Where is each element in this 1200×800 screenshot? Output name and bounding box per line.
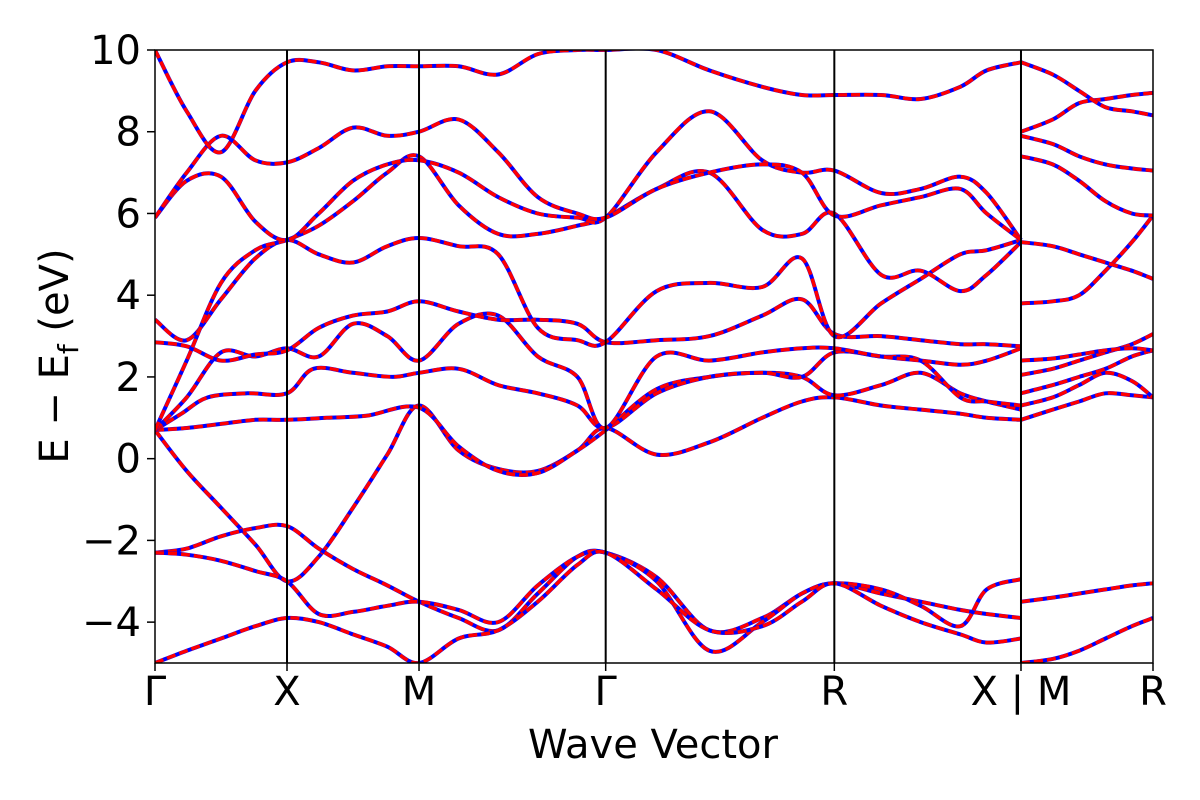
band-line-overlay: [155, 297, 1022, 363]
y-tick-label: 0: [116, 437, 141, 483]
y-tick-label: 2: [116, 355, 141, 401]
band-line-overlay: [155, 50, 1022, 154]
y-tick-label: 6: [116, 191, 141, 237]
x-tick-label: Γ: [144, 669, 167, 715]
y-tick-label: 8: [116, 110, 141, 156]
y-axis-ticks: 10 8 6 4 2 0 −2 −4: [82, 28, 155, 646]
x-tick-label: X: [273, 669, 300, 715]
band-line-overlay: [1020, 346, 1153, 363]
band-line-overlay: [1020, 134, 1153, 173]
y-tick-label: −2: [82, 518, 141, 564]
x-axis-ticks: Γ X M Γ R X | M R: [144, 663, 1167, 715]
plot-frame: [154, 49, 1154, 664]
band-line-overlay: [1020, 581, 1153, 604]
band-line-base: [1020, 240, 1153, 281]
x-tick-label: M: [402, 669, 437, 715]
y-tick-label: 10: [90, 28, 141, 74]
x-tick-label: X | M: [971, 669, 1072, 715]
y-axis-title-main: E − E: [32, 354, 78, 464]
band-line-base: [155, 370, 1022, 478]
band-line-base: [155, 548, 1022, 654]
y-axis-title-subscript: f: [52, 343, 85, 354]
y-axis-title-unit: (eV): [32, 248, 78, 344]
band-line-base: [155, 549, 1022, 663]
y-axis-title: E − Ef (eV): [32, 248, 85, 463]
high-symmetry-dividers: [286, 50, 1022, 663]
band-line-overlay: [1020, 391, 1153, 422]
y-tick-label: −4: [82, 600, 141, 646]
band-line-overlay: [155, 349, 1022, 432]
x-tick-label: R: [820, 669, 848, 715]
band-curves: [155, 50, 1153, 663]
y-tick-label: 4: [116, 273, 141, 319]
band-line-overlay: [1020, 240, 1153, 281]
x-tick-label: Γ: [595, 669, 618, 715]
band-line-overlay: [1020, 371, 1153, 408]
band-line-overlay: [155, 522, 1022, 634]
x-axis-title: Wave Vector: [528, 722, 779, 768]
band-line-overlay: [155, 117, 1023, 242]
band-line-overlay: [155, 109, 1023, 242]
band-line-overlay: [1020, 214, 1153, 306]
band-line-overlay: [1020, 60, 1153, 118]
x-tick-label: R: [1139, 669, 1167, 715]
band-line-overlay: [155, 153, 1023, 431]
band-line-overlay: [1020, 154, 1153, 218]
band-line-overlay: [1020, 348, 1153, 395]
band-line-overlay: [1020, 332, 1153, 377]
band-line-overlay: [1020, 616, 1153, 663]
band-line-base: [155, 153, 1023, 431]
band-line-overlay: [155, 371, 1022, 477]
band-line-overlay: [155, 549, 1022, 663]
band-line-overlay: [155, 548, 1022, 654]
